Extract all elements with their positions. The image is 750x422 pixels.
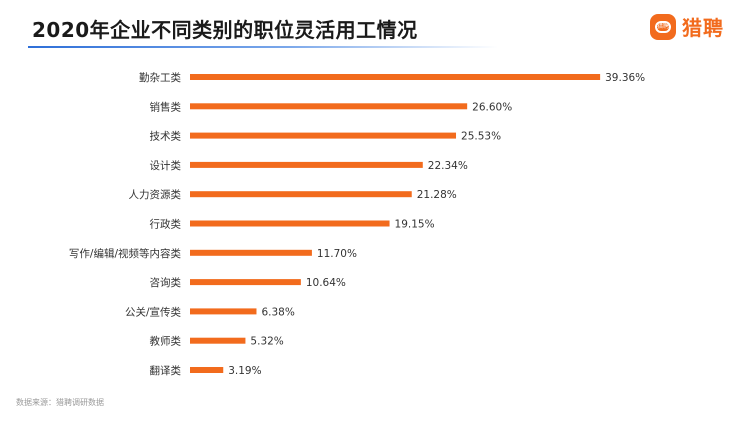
chart-title: 2020年企业不同类别的职位灵活用工情况 xyxy=(32,18,418,42)
value-label: 3.19% xyxy=(228,365,261,377)
category-label: 人力资源类 xyxy=(129,188,182,201)
bar xyxy=(190,132,457,139)
category-label: 行政类 xyxy=(150,218,182,231)
bar xyxy=(190,279,301,286)
value-label: 5.32% xyxy=(250,336,283,348)
value-label: 22.34% xyxy=(428,160,468,172)
logo-badge-text: 猎聘 xyxy=(655,20,671,33)
category-label: 勤杂工类 xyxy=(139,71,181,84)
bar xyxy=(190,367,224,373)
value-label: 6.38% xyxy=(261,306,294,318)
value-label: 10.64% xyxy=(306,277,346,289)
bar xyxy=(190,220,390,227)
category-label: 设计类 xyxy=(150,159,182,172)
category-label: 写作/编辑/视频等内容类 xyxy=(69,247,182,260)
bar xyxy=(190,337,246,344)
value-label: 11.70% xyxy=(317,248,357,260)
bar xyxy=(190,249,312,256)
value-label: 39.36% xyxy=(605,72,645,84)
category-label: 教师类 xyxy=(150,335,182,348)
category-label: 技术类 xyxy=(150,130,182,143)
title-underline xyxy=(28,46,498,48)
category-label: 公关/宣传类 xyxy=(125,305,182,318)
category-label: 销售类 xyxy=(150,100,182,113)
value-label: 21.28% xyxy=(417,189,457,201)
value-label: 25.53% xyxy=(461,131,501,143)
value-label: 19.15% xyxy=(395,219,435,231)
category-label: 咨询类 xyxy=(150,276,182,289)
bar xyxy=(190,74,601,80)
logo-text: 猎聘 xyxy=(682,16,724,40)
value-label: 26.60% xyxy=(472,101,512,113)
category-label: 翻译类 xyxy=(150,364,182,377)
liepin-logo-icon: 猎聘 xyxy=(650,13,676,40)
bar xyxy=(190,103,468,110)
bar xyxy=(190,161,423,168)
bar xyxy=(190,191,412,198)
bar xyxy=(190,308,257,315)
logo: 猎聘 猎聘 xyxy=(650,12,724,41)
data-source-note: 数据来源：猎聘调研数据 xyxy=(16,398,104,407)
